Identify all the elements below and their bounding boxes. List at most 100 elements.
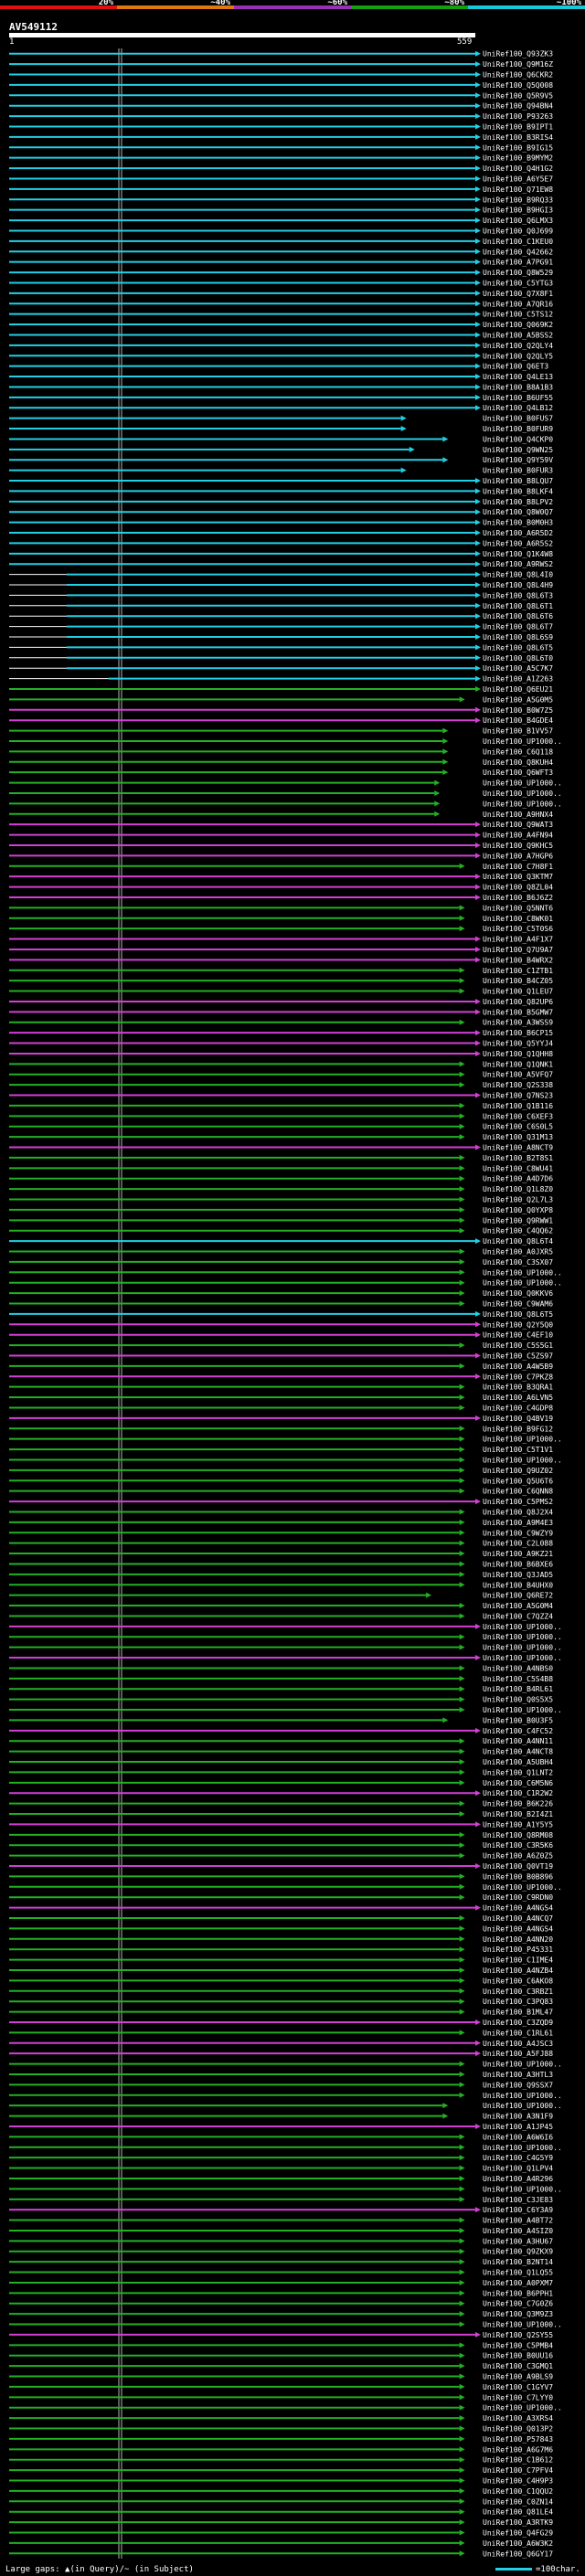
hit-label[interactable]: UniRef100_C1KEU0 — [483, 238, 553, 246]
hit-label[interactable]: UniRef100_Q4LE13 — [483, 373, 553, 381]
hit-label[interactable]: UniRef100_B3RIS4 — [483, 133, 553, 142]
hit-label[interactable]: UniRef100_P57843 — [483, 2435, 553, 2443]
hit-label[interactable]: UniRef100_Q1QNK1 — [483, 1060, 553, 1068]
hit-label[interactable]: UniRef100_C1IME4 — [483, 1956, 553, 1965]
hit-label[interactable]: UniRef100_Q1K4W8 — [483, 550, 553, 558]
hit-label[interactable]: UniRef100_A8NCT9 — [483, 1144, 553, 1152]
hit-label[interactable]: UniRef100_Q81LE4 — [483, 2508, 553, 2517]
hit-label[interactable]: UniRef100_A6LVN5 — [483, 1394, 553, 1402]
hit-label[interactable]: UniRef100_C3R5K6 — [483, 1841, 553, 1850]
hit-label[interactable]: UniRef100_Q6RE72 — [483, 1592, 553, 1600]
hit-label[interactable]: UniRef100_A6W3K2 — [483, 2539, 553, 2548]
hit-label[interactable]: UniRef100_C5YTG3 — [483, 279, 553, 287]
hit-label[interactable]: UniRef100_C9WZY9 — [483, 1529, 553, 1537]
hit-label[interactable]: UniRef100_Q1LPV4 — [483, 2165, 553, 2173]
hit-label[interactable]: UniRef100_C1R2W2 — [483, 1789, 553, 1797]
hit-label[interactable]: UniRef100_Q8RM08 — [483, 1831, 553, 1839]
hit-label[interactable]: UniRef100_A4NGS4 — [483, 1904, 553, 1913]
hit-label[interactable]: UniRef100_A9KZ21 — [483, 1550, 553, 1558]
hit-label[interactable]: UniRef100_C7G0Z6 — [483, 2300, 553, 2308]
hit-label[interactable]: UniRef100_C1ZTB1 — [483, 967, 553, 975]
hit-label[interactable]: UniRef100_B4CZ05 — [483, 977, 553, 985]
hit-label[interactable]: UniRef100_UP1000.. — [483, 790, 562, 798]
hit-label[interactable]: UniRef100_A3N1F9 — [483, 2113, 553, 2121]
hit-label[interactable]: UniRef100_Q8L4H9 — [483, 581, 553, 589]
hit-label[interactable]: UniRef100_C1B612 — [483, 2456, 553, 2465]
hit-label[interactable]: UniRef100_C3RBZ1 — [483, 1988, 553, 1996]
hit-label[interactable]: UniRef100_UP1000.. — [483, 2092, 562, 2100]
hit-label[interactable]: UniRef100_A4FN94 — [483, 832, 553, 840]
hit-label[interactable]: UniRef100_UP1000.. — [483, 1654, 562, 1662]
hit-label[interactable]: UniRef100_Q82UP6 — [483, 998, 553, 1006]
hit-label[interactable]: UniRef100_Q6CKR2 — [483, 70, 553, 79]
hit-label[interactable]: UniRef100_B6CP15 — [483, 1029, 553, 1037]
hit-label[interactable]: UniRef100_Q8L6T1 — [483, 602, 553, 610]
hit-label[interactable]: UniRef100_Q7NS23 — [483, 1092, 553, 1100]
hit-label[interactable]: UniRef100_Q8L6T3 — [483, 591, 553, 599]
hit-label[interactable]: UniRef100_A4D7D6 — [483, 1175, 553, 1183]
hit-label[interactable]: UniRef100_Q8KUH4 — [483, 758, 553, 767]
hit-label[interactable]: UniRef100_B2I4Z1 — [483, 1810, 553, 1818]
hit-label[interactable]: UniRef100_B9HGI3 — [483, 207, 553, 215]
hit-label[interactable]: UniRef100_C1RL61 — [483, 2029, 553, 2037]
hit-label[interactable]: UniRef100_Q1LNT2 — [483, 1768, 553, 1776]
hit-label[interactable]: UniRef100_A9M4E3 — [483, 1519, 553, 1527]
hit-label[interactable]: UniRef100_Q9WAT3 — [483, 821, 553, 829]
hit-label[interactable]: UniRef100_Q6LMX3 — [483, 217, 553, 225]
hit-label[interactable]: UniRef100_B9FG12 — [483, 1425, 553, 1433]
hit-label[interactable]: UniRef100_Q31M13 — [483, 1133, 553, 1141]
hit-label[interactable]: UniRef100_A9BLS9 — [483, 2373, 553, 2381]
hit-label[interactable]: UniRef100_UP1000.. — [483, 1268, 562, 1277]
hit-label[interactable]: UniRef100_B6PPH1 — [483, 2289, 553, 2297]
hit-label[interactable]: UniRef100_Q3KTM7 — [483, 873, 553, 881]
hit-label[interactable]: UniRef100_Q3JAD5 — [483, 1571, 553, 1579]
hit-label[interactable]: UniRef100_A1Y5Y5 — [483, 1820, 553, 1829]
hit-label[interactable]: UniRef100_A3HTL3 — [483, 2071, 553, 2079]
hit-label[interactable]: UniRef100_C7PFV4 — [483, 2466, 553, 2475]
hit-label[interactable]: UniRef100_A5VFQ7 — [483, 1071, 553, 1079]
hit-label[interactable]: UniRef100_Q9Y59V — [483, 456, 553, 464]
hit-label[interactable]: UniRef100_Q9RWW1 — [483, 1216, 553, 1224]
hit-label[interactable]: UniRef100_B0W7Z5 — [483, 706, 553, 715]
hit-label[interactable]: UniRef100_C4QQ62 — [483, 1227, 553, 1235]
hit-label[interactable]: UniRef100_A5UBH4 — [483, 1758, 553, 1766]
hit-label[interactable]: UniRef100_A0JXR5 — [483, 1248, 553, 1256]
hit-label[interactable]: UniRef100_B9IPT1 — [483, 122, 553, 131]
hit-label[interactable]: UniRef100_C5T0S6 — [483, 925, 553, 933]
hit-label[interactable]: UniRef100_C7LYY0 — [483, 2393, 553, 2401]
hit-label[interactable]: UniRef100_Q6GY17 — [483, 2549, 553, 2558]
hit-label[interactable]: UniRef100_A4W5B9 — [483, 1362, 553, 1371]
hit-label[interactable]: UniRef100_C8WK01 — [483, 915, 553, 923]
hit-label[interactable]: UniRef100_UP1000.. — [483, 779, 562, 788]
hit-label[interactable]: UniRef100_Q0VT19 — [483, 1862, 553, 1871]
hit-label[interactable]: UniRef100_B3QRA1 — [483, 1383, 553, 1392]
hit-label[interactable]: UniRef100_UP1000.. — [483, 1883, 562, 1892]
hit-label[interactable]: UniRef100_C6QNN8 — [483, 1488, 553, 1496]
hit-label[interactable]: UniRef100_Q5NNT6 — [483, 904, 553, 912]
hit-label[interactable]: UniRef100_Q5R9V5 — [483, 91, 553, 100]
hit-label[interactable]: UniRef100_Q3M9Z3 — [483, 2310, 553, 2318]
hit-label[interactable]: UniRef100_C3JE83 — [483, 2196, 553, 2204]
hit-label[interactable]: UniRef100_B1VV57 — [483, 727, 553, 736]
hit-label[interactable]: UniRef100_B6BXE6 — [483, 1560, 553, 1568]
hit-label[interactable]: UniRef100_Q8L6S9 — [483, 633, 553, 641]
hit-label[interactable]: UniRef100_UP1000.. — [483, 2185, 562, 2193]
hit-label[interactable]: UniRef100_Q0J699 — [483, 227, 553, 235]
hit-label[interactable]: UniRef100_A4NBS0 — [483, 1664, 553, 1672]
hit-label[interactable]: UniRef100_A3HU67 — [483, 2237, 553, 2245]
hit-label[interactable]: UniRef100_A4NCT8 — [483, 1748, 553, 1756]
hit-label[interactable]: UniRef100_A4F1X7 — [483, 936, 553, 944]
hit-label[interactable]: UniRef100_A9RWS2 — [483, 560, 553, 568]
hit-label[interactable]: UniRef100_C6S0L5 — [483, 1123, 553, 1131]
hit-label[interactable]: UniRef100_P93263 — [483, 112, 553, 121]
hit-label[interactable]: UniRef100_A3RTK9 — [483, 2518, 553, 2527]
hit-label[interactable]: UniRef100_Q1B116 — [483, 1102, 553, 1110]
hit-label[interactable]: UniRef100_Q9ZKX9 — [483, 2248, 553, 2256]
hit-label[interactable]: UniRef100_Q2QLY5 — [483, 352, 553, 360]
hit-label[interactable]: UniRef100_C5S5G1 — [483, 1341, 553, 1350]
hit-label[interactable]: UniRef100_A3XRS4 — [483, 2414, 553, 2422]
hit-label[interactable]: UniRef100_B6UF55 — [483, 394, 553, 402]
hit-label[interactable]: UniRef100_Q4H1G2 — [483, 164, 553, 173]
hit-label[interactable]: UniRef100_Q8L6T5 — [483, 643, 553, 652]
hit-label[interactable]: UniRef100_Q0S5X5 — [483, 1696, 553, 1704]
